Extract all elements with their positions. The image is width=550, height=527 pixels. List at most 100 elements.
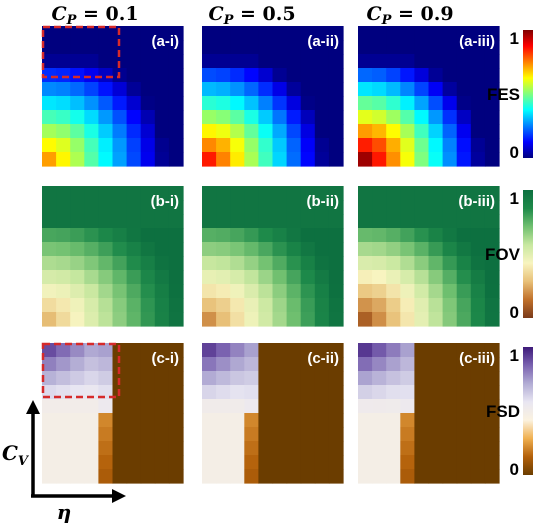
heatmap-cell	[140, 441, 156, 456]
heatmap-cell	[70, 256, 85, 271]
heatmap-cell	[258, 242, 274, 257]
heatmap-cell	[314, 256, 330, 271]
heatmap-cell	[414, 385, 430, 400]
heatmap-cell	[70, 469, 85, 484]
heatmap-cell	[258, 455, 274, 470]
heatmap-cell	[216, 256, 231, 271]
heatmap-cell	[168, 427, 184, 442]
heatmap-cell	[314, 371, 330, 386]
heatmap-cell	[230, 110, 245, 125]
heatmap-cell	[456, 455, 472, 470]
heatmap-cell	[98, 357, 114, 372]
heatmap-cell	[244, 96, 259, 111]
heatmap-cell	[140, 242, 156, 257]
heatmap-cell	[112, 298, 128, 313]
heatmap-cell	[230, 427, 245, 442]
heatmap-cell	[328, 441, 344, 456]
heatmap-cell	[456, 96, 472, 111]
heatmap-cell	[112, 40, 128, 55]
colorbar-label-fov: FOV	[485, 245, 521, 264]
heatmap-cell	[328, 228, 344, 243]
heatmap-cell	[470, 242, 486, 257]
heatmap-cell	[286, 82, 302, 97]
heatmap-cell	[358, 228, 373, 243]
heatmap-cell	[98, 40, 114, 55]
heatmap-cell	[286, 284, 302, 299]
heatmap-panel-b-i: (b-i)	[42, 186, 184, 327]
heatmap-cell	[484, 138, 500, 153]
heatmap-cell	[244, 26, 259, 41]
heatmap-cell	[202, 413, 217, 428]
heatmap-cell	[358, 40, 373, 55]
heatmap-cell	[470, 228, 486, 243]
heatmap-cell	[386, 371, 401, 386]
heatmap-cell	[300, 357, 316, 372]
heatmap-cell	[126, 214, 142, 229]
heatmap-cell	[42, 413, 57, 428]
heatmap-cell	[70, 54, 85, 69]
heatmap-cell	[442, 242, 458, 257]
heatmap-cell	[258, 371, 274, 386]
heatmap-cell	[98, 152, 114, 167]
heatmap-cell	[42, 82, 57, 97]
heatmap-cell	[456, 228, 472, 243]
heatmap-cell	[470, 138, 486, 153]
heatmap-cell	[140, 68, 156, 83]
heatmap-cell	[112, 399, 128, 414]
heatmap-cell	[386, 124, 401, 139]
heatmap-cell	[300, 228, 316, 243]
heatmap-cell	[168, 371, 184, 386]
heatmap-cell	[98, 441, 114, 456]
heatmap-cell	[442, 26, 458, 41]
heatmap-cell	[168, 312, 184, 327]
heatmap-cell	[386, 357, 401, 372]
heatmap-cell	[386, 298, 401, 313]
heatmap-cell	[442, 200, 458, 215]
heatmap-cell	[286, 469, 302, 484]
heatmap-cell	[56, 40, 71, 55]
heatmap-cell	[328, 312, 344, 327]
heatmap-cell	[230, 186, 245, 201]
heatmap-cell	[70, 371, 85, 386]
heatmap-cell	[300, 96, 316, 111]
heatmap-cell	[112, 242, 128, 257]
heatmap-cell	[414, 343, 430, 358]
heatmap-cell	[202, 54, 217, 69]
heatmap-cell	[484, 441, 500, 456]
heatmap-cell	[358, 200, 373, 215]
heatmap-cell	[414, 214, 430, 229]
heatmap-cell	[484, 455, 500, 470]
heatmap-cell	[244, 124, 259, 139]
heatmap-cell	[202, 68, 217, 83]
heatmap-cell	[126, 455, 142, 470]
heatmap-cell	[328, 413, 344, 428]
heatmap-cell	[230, 312, 245, 327]
heatmap-cell	[400, 427, 415, 442]
heatmap-cell	[272, 298, 288, 313]
heatmap-cell	[168, 26, 184, 41]
heatmap-cell	[442, 110, 458, 125]
heatmap-cell	[442, 152, 458, 167]
heatmap-cell	[428, 413, 444, 428]
heatmap-cell	[84, 214, 99, 229]
heatmap-cell	[484, 40, 500, 55]
panel-label: (a-iii)	[459, 33, 495, 50]
heatmap-cell	[140, 399, 156, 414]
heatmap-cell	[98, 26, 114, 41]
heatmap-cell	[314, 214, 330, 229]
heatmap-cell	[216, 68, 231, 83]
heatmap-cell	[456, 298, 472, 313]
heatmap-cell	[98, 186, 114, 201]
heatmap-cell	[314, 312, 330, 327]
heatmap-cell	[386, 284, 401, 299]
heatmap-cell	[168, 110, 184, 125]
heatmap-cell	[400, 441, 415, 456]
heatmap-cell	[428, 371, 444, 386]
heatmap-cell	[216, 82, 231, 97]
heatmap-cell	[230, 40, 245, 55]
heatmap-cell	[168, 40, 184, 55]
heatmap-cell	[414, 96, 430, 111]
heatmap-cell	[56, 298, 71, 313]
heatmap-cell	[42, 427, 57, 442]
